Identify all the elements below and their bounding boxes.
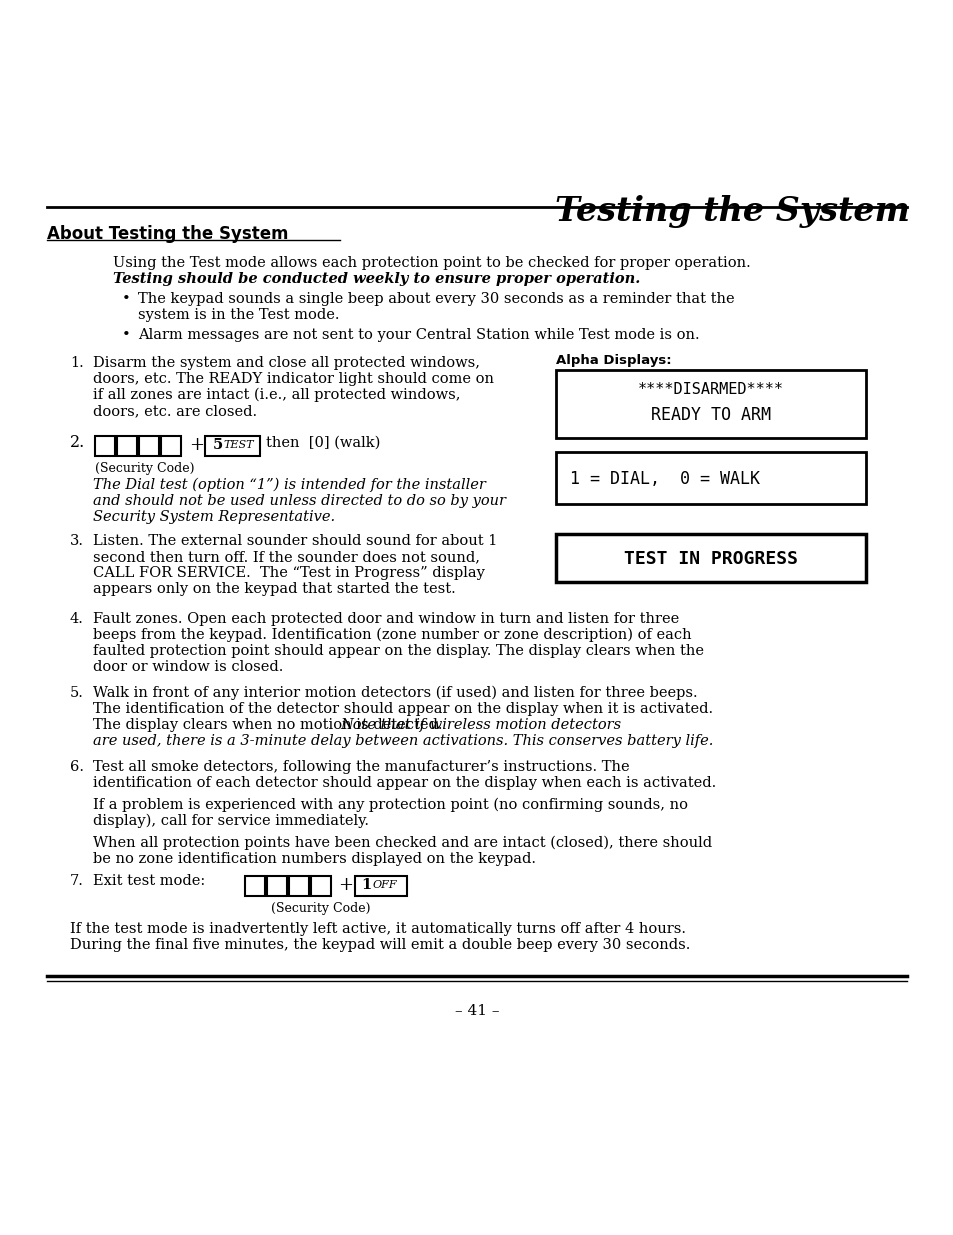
Text: The Dial test (option “1”) is intended for the installer: The Dial test (option “1”) is intended f…	[92, 478, 485, 493]
Text: 2.: 2.	[70, 433, 85, 451]
Text: +: +	[189, 436, 204, 454]
FancyBboxPatch shape	[117, 436, 137, 456]
Text: faulted protection point should appear on the display. The display clears when t: faulted protection point should appear o…	[92, 643, 703, 658]
Text: The display clears when no motion is detected.: The display clears when no motion is det…	[92, 718, 447, 732]
Text: During the final five minutes, the keypad will emit a double beep every 30 secon: During the final five minutes, the keypa…	[70, 939, 690, 952]
Text: Walk in front of any interior motion detectors (if used) and listen for three be: Walk in front of any interior motion det…	[92, 685, 697, 700]
Text: Testing the System: Testing the System	[555, 195, 909, 228]
Text: 1.: 1.	[70, 356, 84, 370]
Text: •: •	[122, 329, 131, 342]
Text: – 41 –: – 41 –	[455, 1004, 498, 1018]
Text: Disarm the system and close all protected windows,: Disarm the system and close all protecte…	[92, 356, 479, 370]
Text: system is in the Test mode.: system is in the Test mode.	[138, 308, 339, 322]
Text: If the test mode is inadvertently left active, it automatically turns off after : If the test mode is inadvertently left a…	[70, 923, 685, 936]
FancyBboxPatch shape	[556, 534, 865, 582]
Text: TEST: TEST	[223, 440, 253, 450]
Text: +: +	[337, 876, 353, 894]
Text: identification of each detector should appear on the display when each is activa: identification of each detector should a…	[92, 776, 716, 790]
Text: 3.: 3.	[70, 534, 84, 548]
FancyBboxPatch shape	[139, 436, 159, 456]
FancyBboxPatch shape	[95, 436, 115, 456]
Text: are used, there is a 3-minute delay between activations. This conserves battery : are used, there is a 3-minute delay betw…	[92, 734, 713, 748]
Text: When all protection points have been checked and are intact (closed), there shou: When all protection points have been che…	[92, 836, 711, 851]
Text: If a problem is experienced with any protection point (no confirming sounds, no: If a problem is experienced with any pro…	[92, 798, 687, 813]
Text: display), call for service immediately.: display), call for service immediately.	[92, 814, 369, 829]
Text: Alarm messages are not sent to your Central Station while Test mode is on.: Alarm messages are not sent to your Cent…	[138, 329, 699, 342]
Text: 1 = DIAL,  0 = WALK: 1 = DIAL, 0 = WALK	[569, 471, 760, 488]
Text: (Security Code): (Security Code)	[95, 462, 194, 475]
Text: Fault zones. Open each protected door and window in turn and listen for three: Fault zones. Open each protected door an…	[92, 613, 679, 626]
Text: door or window is closed.: door or window is closed.	[92, 659, 283, 674]
Text: and should not be used unless directed to do so by your: and should not be used unless directed t…	[92, 494, 505, 508]
Text: The identification of the detector should appear on the display when it is activ: The identification of the detector shoul…	[92, 701, 713, 716]
Text: 5: 5	[213, 438, 223, 452]
FancyBboxPatch shape	[161, 436, 181, 456]
Text: Using the Test mode allows each protection point to be checked for proper operat: Using the Test mode allows each protecti…	[112, 256, 750, 270]
Text: TEST IN PROGRESS: TEST IN PROGRESS	[623, 550, 797, 568]
Text: 1: 1	[360, 878, 371, 892]
Text: 7.: 7.	[70, 874, 84, 888]
Text: doors, etc. are closed.: doors, etc. are closed.	[92, 404, 257, 417]
Text: (Security Code): (Security Code)	[271, 902, 370, 915]
FancyBboxPatch shape	[267, 876, 287, 897]
FancyBboxPatch shape	[556, 452, 865, 504]
Text: Note that if wireless motion detectors: Note that if wireless motion detectors	[339, 718, 620, 732]
Text: ****DISARMED****: ****DISARMED****	[638, 382, 783, 396]
Text: Listen. The external sounder should sound for about 1: Listen. The external sounder should soun…	[92, 534, 497, 548]
Text: About Testing the System: About Testing the System	[47, 225, 288, 243]
Text: Security System Representative.: Security System Representative.	[92, 510, 335, 524]
Text: Testing should be conducted weekly to ensure proper operation.: Testing should be conducted weekly to en…	[112, 272, 639, 287]
Text: READY TO ARM: READY TO ARM	[650, 406, 770, 424]
Text: 5.: 5.	[70, 685, 84, 700]
Text: be no zone identification numbers displayed on the keypad.: be no zone identification numbers displa…	[92, 852, 536, 866]
Text: 6.: 6.	[70, 760, 84, 774]
FancyBboxPatch shape	[311, 876, 331, 897]
Text: OFF: OFF	[373, 881, 397, 890]
Text: appears only on the keypad that started the test.: appears only on the keypad that started …	[92, 582, 456, 597]
FancyBboxPatch shape	[556, 370, 865, 438]
Text: 4.: 4.	[70, 613, 84, 626]
Text: Test all smoke detectors, following the manufacturer’s instructions. The: Test all smoke detectors, following the …	[92, 760, 629, 774]
Text: then  [0] (walk): then [0] (walk)	[266, 436, 380, 450]
FancyBboxPatch shape	[205, 436, 260, 456]
Text: second then turn off. If the sounder does not sound,: second then turn off. If the sounder doe…	[92, 550, 479, 564]
Text: if all zones are intact (i.e., all protected windows,: if all zones are intact (i.e., all prote…	[92, 388, 460, 403]
Text: •: •	[122, 291, 131, 306]
Text: Alpha Displays:: Alpha Displays:	[556, 354, 671, 367]
Text: The keypad sounds a single beep about every 30 seconds as a reminder that the: The keypad sounds a single beep about ev…	[138, 291, 734, 306]
Text: doors, etc. The READY indicator light should come on: doors, etc. The READY indicator light sh…	[92, 372, 494, 387]
FancyBboxPatch shape	[289, 876, 309, 897]
Text: beeps from the keypad. Identification (zone number or zone description) of each: beeps from the keypad. Identification (z…	[92, 629, 691, 642]
FancyBboxPatch shape	[355, 876, 407, 897]
FancyBboxPatch shape	[245, 876, 265, 897]
Text: Exit test mode:: Exit test mode:	[92, 874, 205, 888]
Text: CALL FOR SERVICE.  The “Test in Progress” display: CALL FOR SERVICE. The “Test in Progress”…	[92, 566, 484, 580]
